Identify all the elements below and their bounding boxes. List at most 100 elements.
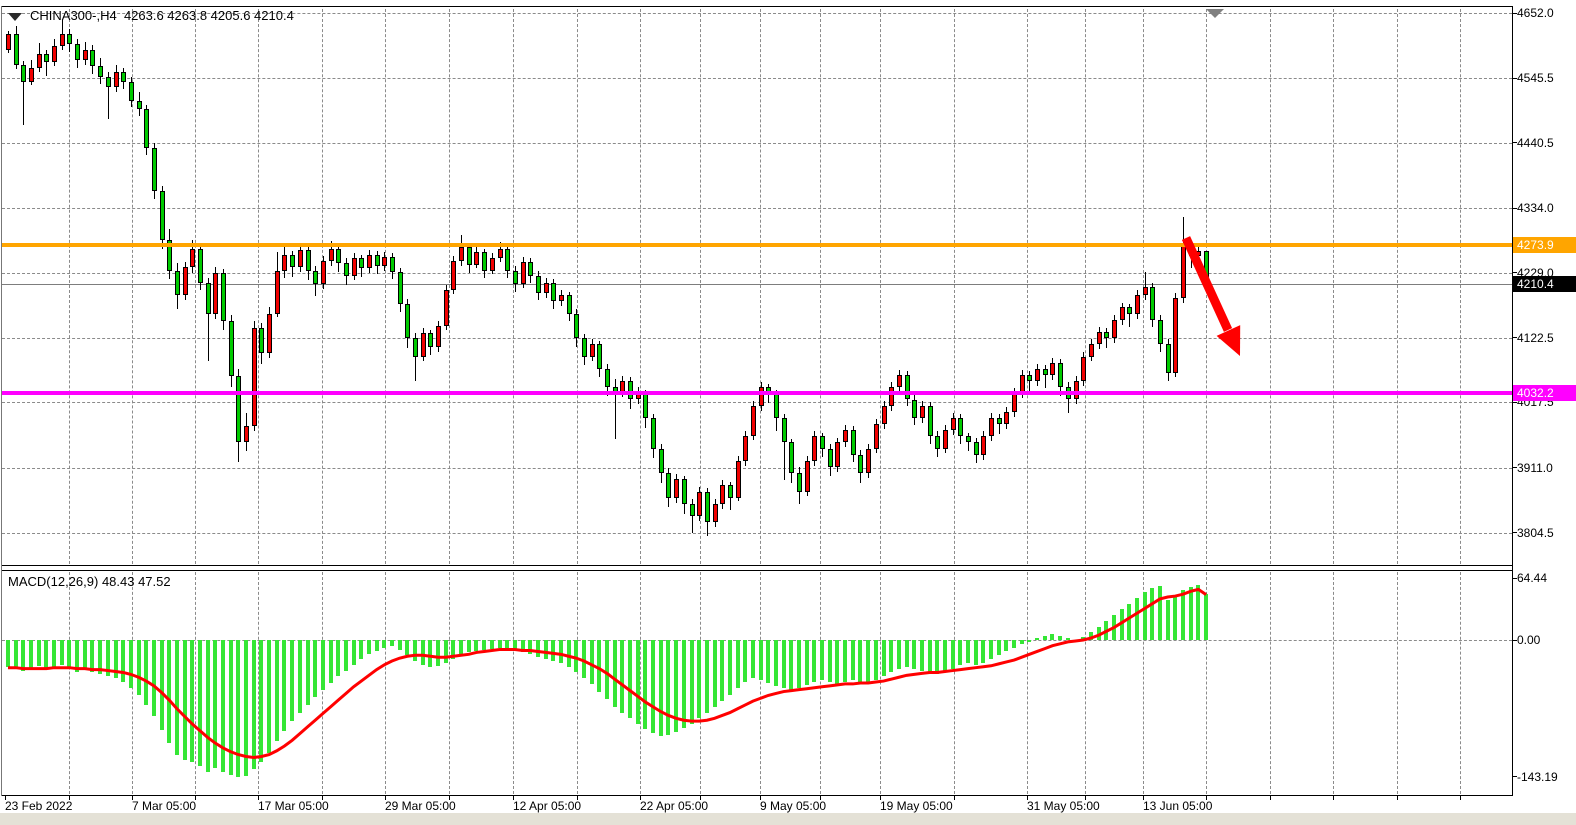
macd-histogram-bar: [413, 640, 418, 661]
macd-histogram-bar: [605, 640, 610, 700]
candle-bearish: [336, 248, 342, 264]
vertical-gridline: [1333, 9, 1335, 564]
vertical-gridline: [640, 572, 641, 794]
macd-histogram-bar: [44, 640, 49, 669]
macd-histogram-bar: [105, 640, 110, 677]
axis-tick-mark: [1512, 77, 1517, 79]
macd-histogram-bar: [59, 640, 64, 665]
candle-bearish: [727, 485, 733, 498]
horizontal-gridline: [2, 402, 1512, 404]
macd-histogram-bar: [98, 640, 103, 675]
candle-bullish: [758, 387, 764, 406]
macd-tick-label: 0.00: [1517, 633, 1541, 647]
time-axis[interactable]: [0, 795, 1512, 813]
support-line[interactable]: [2, 391, 1512, 396]
macd-histogram-bar: [459, 640, 464, 656]
macd-histogram-bar: [1173, 597, 1178, 640]
horizontal-gridline: [2, 208, 1512, 210]
macd-histogram-bar: [658, 640, 663, 736]
candle-bearish: [359, 258, 365, 269]
symbol-timeframe: CHINA300-,H4: [30, 8, 117, 23]
current-price-line: [2, 283, 1512, 285]
macd-histogram-bar: [966, 640, 970, 663]
vertical-gridline: [68, 9, 70, 564]
time-tick-mark: [820, 795, 821, 800]
macd-histogram-bar: [328, 640, 333, 683]
time-tick-mark: [1143, 795, 1144, 800]
candle-bullish: [866, 448, 872, 474]
candle-bearish: [597, 344, 603, 369]
macd-histogram-bar: [121, 640, 126, 683]
macd-histogram-bar: [1035, 638, 1040, 640]
candle-bearish: [820, 436, 826, 449]
macd-histogram-bar: [735, 640, 740, 688]
candle-bearish: [428, 333, 434, 347]
macd-histogram-bar: [305, 640, 310, 705]
macd-histogram-bar: [443, 640, 448, 663]
vertical-gridline: [68, 572, 70, 794]
time-tick-mark: [700, 795, 701, 800]
vertical-gridline: [760, 9, 761, 564]
vertical-gridline: [385, 9, 386, 564]
macd-histogram-bar: [589, 640, 594, 684]
macd-histogram-bar: [489, 640, 494, 649]
candle-bullish: [244, 426, 250, 443]
candle-bearish: [797, 473, 803, 492]
candle-bullish: [743, 436, 749, 461]
symbol-dropdown-icon[interactable]: [8, 13, 22, 21]
macd-histogram-bar: [366, 640, 371, 655]
macd-histogram-bar: [681, 640, 686, 728]
candle-wick: [23, 60, 25, 125]
price-tick-label: 3804.5: [1517, 525, 1554, 540]
candle-bearish: [121, 71, 127, 82]
candle-bullish: [29, 68, 35, 82]
macd-histogram-bar: [750, 640, 755, 679]
macd-histogram-bar: [36, 640, 41, 666]
macd-histogram-bar: [374, 640, 379, 651]
candle-bearish: [343, 263, 349, 276]
macd-histogram-bar: [927, 640, 932, 673]
time-tick-mark: [513, 795, 514, 800]
candle-bearish: [1058, 362, 1064, 388]
macd-histogram-bar: [904, 640, 909, 667]
macd-histogram-bar: [827, 640, 832, 683]
candle-bearish: [927, 405, 933, 437]
candle-bearish: [313, 270, 319, 285]
macd-histogram-bar: [881, 640, 886, 677]
vertical-gridline: [513, 572, 514, 794]
candle-wick: [1044, 365, 1046, 389]
macd-histogram-bar: [297, 640, 302, 713]
resistance-line[interactable]: [2, 242, 1512, 247]
candle-bearish: [151, 147, 157, 191]
macd-histogram-bar: [866, 640, 871, 684]
candle-bullish: [1004, 411, 1010, 425]
vertical-gridline: [880, 572, 881, 794]
candle-bearish: [535, 275, 541, 293]
horizontal-gridline: [2, 78, 1512, 80]
macd-histogram-bar: [635, 640, 640, 725]
horizontal-gridline: [2, 467, 1512, 469]
candle-bullish: [674, 479, 680, 498]
time-tick-mark: [1460, 795, 1461, 800]
candle-bullish: [1096, 332, 1102, 345]
candle-bearish: [144, 108, 150, 148]
macd-histogram-bar: [236, 640, 241, 777]
macd-histogram-bar: [1027, 640, 1032, 642]
macd-histogram-bar: [996, 640, 1001, 656]
macd-histogram-bar: [651, 640, 656, 733]
macd-histogram-bar: [167, 640, 172, 744]
macd-histogram-bar: [697, 640, 702, 719]
macd-histogram-bar: [950, 640, 955, 669]
macd-histogram-bar: [720, 640, 725, 702]
candle-wick: [46, 49, 48, 76]
axis-tick-mark: [1512, 12, 1517, 14]
candle-bullish: [896, 374, 902, 388]
candle-bearish: [405, 303, 411, 339]
candle-bearish: [259, 328, 265, 353]
vertical-gridline: [321, 9, 323, 564]
sell-arrow-annotation[interactable]: [0, 7, 1512, 565]
candle-bearish: [221, 273, 227, 321]
vertical-gridline: [700, 9, 701, 564]
time-tick-mark: [195, 795, 196, 800]
candle-bullish: [328, 248, 334, 261]
